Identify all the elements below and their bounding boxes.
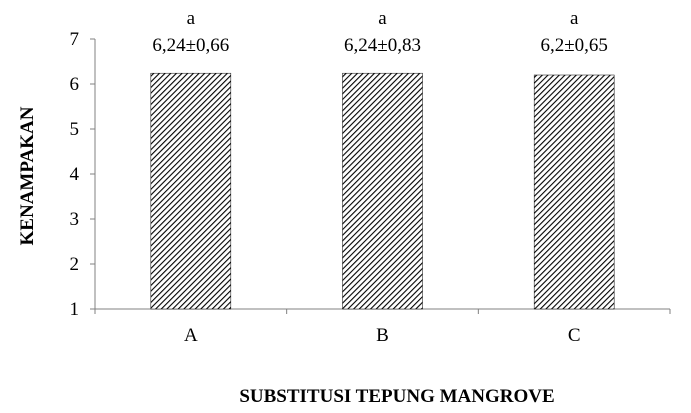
- bars: [150, 72, 615, 310]
- y-tick-label: 3: [70, 209, 80, 230]
- y-tick-label: 2: [70, 254, 80, 275]
- y-tick-label: 6: [70, 74, 80, 95]
- y-tick-label: 1: [70, 299, 80, 320]
- data-label: 6,24±0,83: [344, 35, 421, 56]
- labels: 1 2 3 4 5 6 7 A 6,24±0,66 a B 6,24±0,83 a C 6,2±0,65 a: [70, 8, 608, 346]
- data-label: 6,24±0,66: [152, 35, 229, 56]
- y-tick-label: 4: [70, 164, 80, 185]
- significance-letter: a: [570, 8, 579, 29]
- x-tick-label: B: [376, 325, 389, 346]
- bar-a: [150, 72, 232, 310]
- x-tick-label: C: [568, 325, 581, 346]
- x-axis-title: SUBSTITUSI TEPUNG MANGROVE: [239, 386, 554, 407]
- y-tick-label: 5: [70, 119, 80, 140]
- x-tick-label: A: [184, 325, 198, 346]
- bar-c: [533, 74, 615, 310]
- significance-letter: a: [378, 8, 387, 29]
- bar-b: [342, 72, 423, 310]
- y-axis-title: KENAMPAKAN: [17, 106, 38, 245]
- significance-letter: a: [187, 8, 196, 29]
- y-tick-label: 7: [70, 29, 80, 50]
- data-label: 6,2±0,65: [540, 35, 607, 56]
